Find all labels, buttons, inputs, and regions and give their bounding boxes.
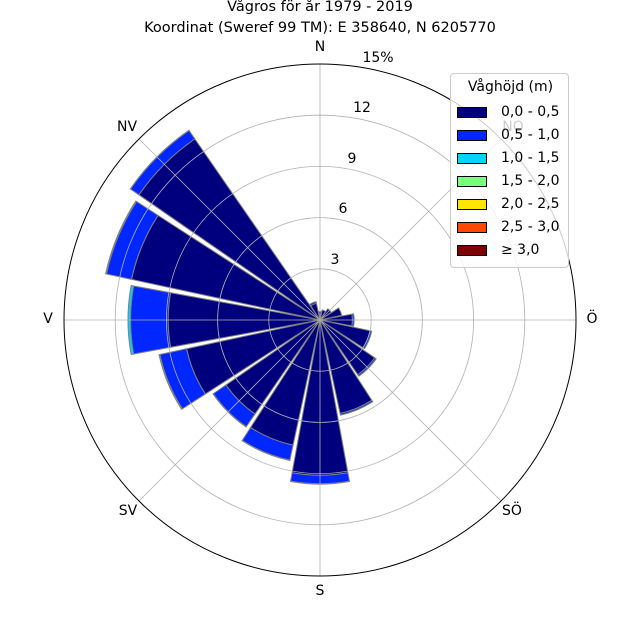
legend-label-4: 2,0 - 2,5 [501, 196, 560, 212]
direction-label-s: S [315, 583, 325, 599]
radial-tick-9: 9 [347, 151, 357, 167]
legend-item-3: 1,5 - 2,0 [457, 173, 567, 190]
wedge-se-bin-1 [357, 357, 377, 377]
grid-spoke-135 [319, 319, 502, 502]
legend-swatch-4 [457, 199, 487, 210]
legend-item-5: 2,5 - 3,0 [457, 219, 567, 236]
wedge-nnw-bin-1 [309, 301, 318, 307]
legend-label-3: 1,5 - 2,0 [501, 173, 560, 189]
legend-label-6: ≥ 3,0 [501, 242, 540, 258]
wedges-layer [105, 129, 377, 485]
legend-item-6: ≥ 3,0 [457, 242, 567, 259]
legend-title: Våghöjd (m) [467, 79, 554, 95]
legend-label-2: 1,0 - 1,5 [501, 150, 560, 166]
wedge-wsw-bin-2 [158, 353, 184, 411]
direction-label-sv: SV [118, 503, 138, 519]
legend-swatch-2 [457, 153, 487, 164]
direction-label-so: SÖ [502, 503, 522, 519]
grid-spoke-315 [138, 138, 321, 321]
legend-swatch-5 [457, 222, 487, 233]
wedge-s-bin-2 [289, 480, 351, 485]
radial-tick-12: 12 [353, 100, 371, 116]
chart-subtitle: Koordinat (Sweref 99 TM): E 358640, N 62… [144, 20, 496, 36]
legend-item-4: 2,0 - 2,5 [457, 196, 567, 213]
wedge-w-bin-2 [127, 284, 135, 356]
legend-label-5: 2,5 - 3,0 [501, 219, 560, 235]
legend-label-0: 0,0 - 0,5 [501, 104, 560, 120]
wedge-wnw-bin-2 [105, 200, 138, 275]
wedge-nw-bin-2 [129, 129, 190, 190]
legend-item-1: 0,5 - 1,0 [457, 127, 567, 144]
legend-swatch-1 [457, 130, 487, 141]
legend-item-2: 1,0 - 1,5 [457, 150, 567, 167]
radial-tick-15: 15% [362, 50, 394, 66]
wedge-ssw-bin-2 [241, 439, 291, 462]
radial-tick-3: 3 [330, 252, 340, 268]
direction-label-o: Ö [586, 311, 598, 327]
outer-circle [63, 63, 577, 577]
direction-label-n: N [314, 39, 326, 55]
wedge-sw-bin-2 [212, 393, 247, 428]
legend-swatch-6 [457, 245, 487, 256]
wedge-sse-bin-1 [339, 399, 374, 416]
legend-swatch-3 [457, 176, 487, 187]
legend-label-1: 0,5 - 1,0 [501, 127, 560, 143]
legend-item-0: 0,0 - 0,5 [457, 104, 567, 121]
direction-label-nv: NV [116, 119, 138, 135]
wedge-ene-bin-0 [319, 307, 343, 321]
radial-tick-6: 6 [338, 201, 348, 217]
chart-title: Vågros för år 1979 - 2019 [227, 0, 413, 15]
legend-swatch-0 [457, 107, 487, 118]
direction-label-v: V [43, 311, 53, 327]
grid-spoke-225 [138, 319, 321, 502]
legend: Våghöjd (m) 0,0 - 0,5 0,5 - 1,0 1,0 - 1,… [450, 73, 569, 268]
